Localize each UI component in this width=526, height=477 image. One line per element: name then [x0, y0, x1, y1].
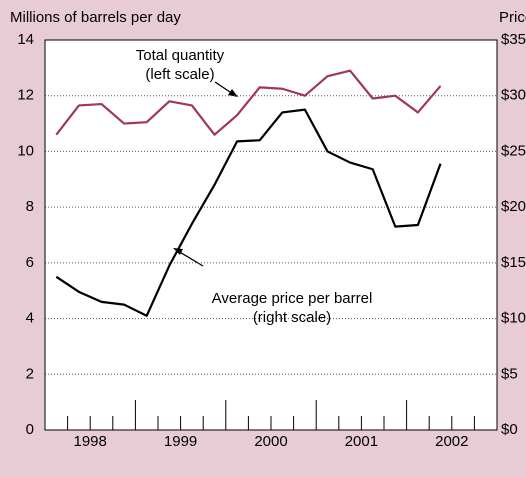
series-line	[55, 69, 442, 136]
y2-tick-label: $30	[501, 87, 526, 104]
annotation: (left scale)	[145, 66, 214, 83]
x-tick-label: 2002	[435, 433, 468, 450]
x-tick-label: 2001	[345, 433, 378, 450]
y2-tick-label: $15	[501, 254, 526, 271]
plot-area	[45, 40, 497, 430]
y2-tick-label: $10	[501, 310, 526, 327]
y-tick-label: 10	[17, 142, 34, 159]
y-tick-label: 2	[26, 365, 34, 382]
y2-tick-label: $5	[501, 365, 518, 382]
plot-border	[44, 39, 498, 431]
series-line	[55, 108, 442, 317]
y-tick-label: 0	[26, 421, 34, 438]
y2-tick-label: $25	[501, 142, 526, 159]
x-tick-label: 1999	[164, 433, 197, 450]
y-tick-label: 6	[26, 254, 34, 271]
y-tick-label: 14	[17, 31, 34, 48]
annotation: Total quantity	[136, 47, 225, 64]
x-tick-label: 2000	[254, 433, 287, 450]
y-tick-label: 8	[26, 198, 34, 215]
x-tick-label: 1998	[74, 433, 107, 450]
y2-tick-label: $20	[501, 198, 526, 215]
y-tick-label: 12	[17, 87, 34, 104]
y2-tick-label: $35	[501, 31, 526, 48]
y-axis-title: Millions of barrels per day	[10, 9, 181, 26]
annotation: Average price per barrel	[212, 290, 373, 307]
y2-axis-title: Price	[499, 9, 526, 26]
y-tick-label: 4	[26, 310, 34, 327]
y2-tick-label: $0	[501, 421, 518, 438]
annotation: (right scale)	[253, 309, 331, 326]
